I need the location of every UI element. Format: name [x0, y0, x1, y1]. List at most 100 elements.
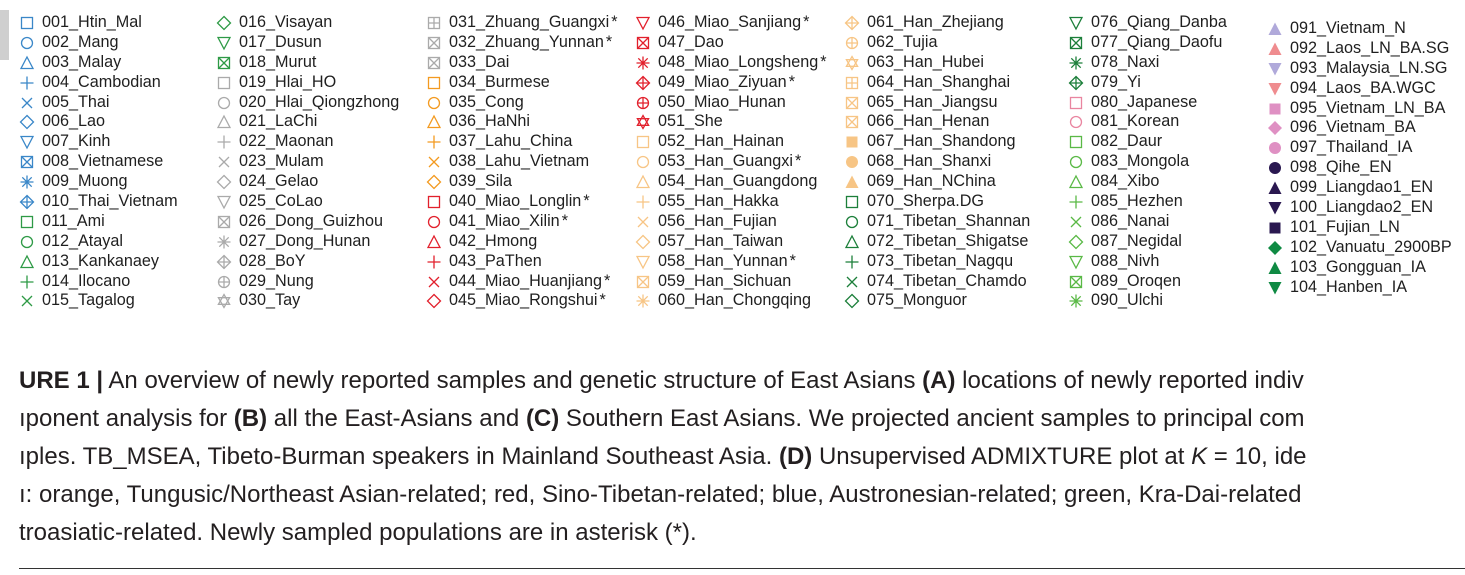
figure-caption: URE 1 | An overview of newly reported sa…: [0, 366, 1465, 556]
legend-label: 069_Han_NChina: [867, 172, 996, 191]
legend-item: 025_CoLao: [216, 192, 399, 212]
legend-item: 026_Dong_Guizhou: [216, 212, 399, 232]
legend-marker-square-x-icon: [426, 55, 442, 71]
legend-label: 059_Han_Sichuan: [658, 271, 792, 290]
legend-item: 069_Han_NChina: [844, 172, 1030, 192]
legend-item: 065_Han_Jiangsu: [844, 93, 1030, 113]
legend-label: 082_Daur: [1091, 132, 1163, 151]
legend-marker-cross-icon: [216, 154, 232, 170]
legend-column-2: 016_Visayan 017_Dusun 018_Murut 019_Hlai_HO…: [216, 13, 399, 311]
caption-italic-text: K: [1191, 443, 1208, 470]
legend-item: 050_Miao_Hunan: [635, 93, 827, 113]
legend-marker-square-plus-icon: [844, 75, 860, 91]
scrollbar-thumb[interactable]: [0, 10, 9, 60]
legend-marker-triangle-down-icon: [216, 194, 232, 210]
legend-label: 040_Miao_Longlin: [449, 192, 582, 211]
legend-marker-triangle-down-icon: [216, 35, 232, 51]
legend-label: 007_Kinh: [42, 132, 111, 151]
legend-marker-cross-icon: [844, 274, 860, 290]
legend-item: 034_Burmese: [426, 73, 618, 93]
legend-label: 055_Han_Hakka: [658, 192, 779, 211]
legend-label: 031_Zhuang_Guangxi: [449, 13, 610, 31]
legend-item: 084_Xibo: [1068, 172, 1227, 192]
legend-item: 104_Hanben_IA: [1267, 278, 1452, 298]
legend-marker-diamond-icon: [844, 293, 860, 309]
legend-label: 005_Thai: [42, 92, 110, 111]
legend-marker-triangle-down-filled-icon: [1267, 280, 1283, 296]
legend-marker-circle-icon: [844, 214, 860, 230]
legend-item: 053_Han_Guangxi *: [635, 152, 827, 172]
legend-label: 078_Naxi: [1091, 52, 1160, 71]
legend-item: 044_Miao_Huanjiang *: [426, 272, 618, 292]
legend-marker-triangle-up-filled-icon: [1267, 180, 1283, 196]
legend-label: 061_Han_Zhejiang: [867, 13, 1004, 31]
legend-label: 034_Burmese: [449, 72, 550, 91]
legend-item: 100_Liangdao2_EN: [1267, 198, 1452, 218]
legend-label: 010_Thai_Vietnam: [42, 192, 178, 211]
legend-label: 064_Han_Shanghai: [867, 72, 1011, 91]
legend-label: 013_Kankanaey: [42, 251, 160, 270]
legend-item: 076_Qiang_Danba: [1068, 13, 1227, 33]
legend-marker-plus-icon: [216, 134, 232, 150]
caption-text: An overview of newly reported samples an…: [103, 367, 923, 394]
legend-label: 057_Han_Taiwan: [658, 231, 784, 250]
legend-item: 023_Mulam: [216, 152, 399, 172]
legend-item: 062_Tujia: [844, 33, 1030, 53]
legend-marker-diamond-icon: [19, 114, 35, 130]
legend-marker-square-x-icon: [426, 35, 442, 51]
caption-text: ı: orange, Tungusic/Northeast Asian-rela…: [19, 481, 1302, 508]
legend-label: 096_Vietnam_BA: [1290, 118, 1416, 137]
legend-label: 085_Hezhen: [1091, 192, 1183, 211]
legend-item: 011_Ami: [19, 212, 178, 232]
legend-label: 001_Htin_Mal: [42, 13, 142, 31]
legend-item: 039_Sila: [426, 172, 618, 192]
legend-label: 093_Malaysia_LN.SG: [1290, 58, 1448, 77]
legend-label: 083_Mongola: [1091, 152, 1190, 171]
legend-marker-plus-icon: [19, 274, 35, 290]
legend-label: 041_Miao_Xilin: [449, 211, 560, 230]
legend-label: 049_Miao_Ziyuan: [658, 72, 787, 91]
caption-bold-text: (D): [778, 443, 813, 470]
legend-marker-diamond-icon: [216, 174, 232, 190]
legend-marker-circle-filled-icon: [844, 154, 860, 170]
legend-item: 075_Monguor: [844, 291, 1030, 311]
legend-item: 038_Lahu_Vietnam: [426, 152, 618, 172]
legend-label: 033_Dai: [449, 52, 510, 71]
legend-marker-circle-icon: [19, 234, 35, 250]
legend-item: 002_Mang: [19, 33, 178, 53]
legend-marker-square-filled-icon: [1267, 220, 1283, 236]
legend-item: 049_Miao_Ziyuan *: [635, 73, 827, 93]
legend-marker-square-x-icon: [844, 95, 860, 111]
legend-marker-square-x-icon: [635, 274, 651, 290]
legend-marker-square-icon: [216, 75, 232, 91]
legend-marker-plus-icon: [426, 134, 442, 150]
legend-item: 032_Zhuang_Yunnan *: [426, 33, 618, 53]
legend-item: 030_Tay: [216, 291, 399, 311]
legend-item: 089_Oroqen: [1068, 272, 1227, 292]
legend-item: 097_Thailand_IA: [1267, 138, 1452, 158]
legend-label: 091_Vietnam_N: [1290, 19, 1406, 37]
legend-column-1: 001_Htin_Mal 002_Mang 003_Malay 004_Cambodi…: [19, 13, 178, 311]
legend-label: 084_Xibo: [1091, 172, 1160, 191]
caption-line: URE 1 | An overview of newly reported sa…: [19, 366, 1304, 396]
legend-label: 068_Han_Shanxi: [867, 152, 992, 171]
legend-label: 102_Vanuatu_2900BP: [1290, 237, 1452, 256]
new-sample-asterisk: *: [604, 271, 611, 290]
legend-item: 080_Japanese: [1068, 93, 1227, 113]
legend-label: 062_Tujia: [867, 32, 938, 51]
legend-label: 104_Hanben_IA: [1290, 277, 1408, 296]
legend-label: 070_Sherpa.DG: [867, 192, 984, 211]
legend-label: 094_Laos_BA.WGC: [1290, 78, 1436, 97]
new-sample-asterisk: *: [561, 211, 569, 230]
legend-item: 033_Dai: [426, 53, 618, 73]
legend-label: 065_Han_Jiangsu: [867, 92, 998, 111]
legend-label: 073_Tibetan_Nagqu: [867, 251, 1014, 270]
legend-item: 103_Gongguan_IA: [1267, 258, 1452, 278]
legend-label: 074_Tibetan_Chamdo: [867, 271, 1027, 290]
legend-item: 074_Tibetan_Chamdo: [844, 272, 1030, 292]
legend-item: 015_Tagalog: [19, 291, 178, 311]
legend-item: 010_Thai_Vietnam: [19, 192, 178, 212]
legend-item: 004_Cambodian: [19, 73, 178, 93]
legend-item: 085_Hezhen: [1068, 192, 1227, 212]
new-sample-asterisk: *: [583, 192, 590, 211]
